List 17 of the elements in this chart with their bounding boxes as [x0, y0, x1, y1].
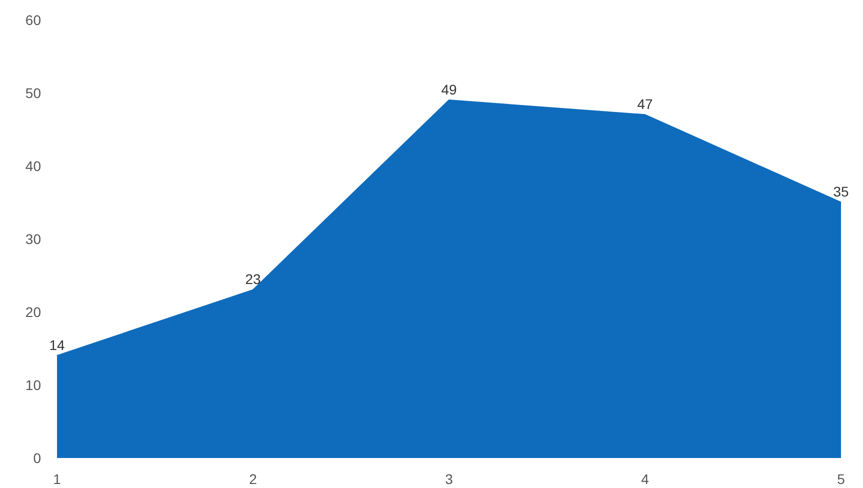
x-tick-label: 1 — [53, 471, 62, 487]
y-tick-label: 0 — [33, 450, 42, 466]
data-label: 14 — [49, 336, 65, 353]
x-tick-label: 2 — [249, 471, 258, 487]
data-label: 35 — [833, 184, 849, 200]
data-label: 49 — [441, 81, 457, 98]
y-tick-label: 20 — [25, 304, 42, 320]
y-tick-label: 50 — [25, 85, 42, 101]
y-tick-label: 60 — [25, 12, 42, 28]
y-tick-label: 40 — [25, 158, 42, 174]
y-tick-label: 30 — [25, 231, 42, 247]
y-tick-label: 10 — [25, 377, 42, 393]
x-tick-label: 5 — [837, 471, 846, 487]
x-tick-label: 3 — [445, 471, 454, 487]
x-tick-label: 4 — [641, 471, 650, 487]
data-label: 47 — [637, 96, 653, 112]
data-label: 23 — [245, 271, 261, 288]
